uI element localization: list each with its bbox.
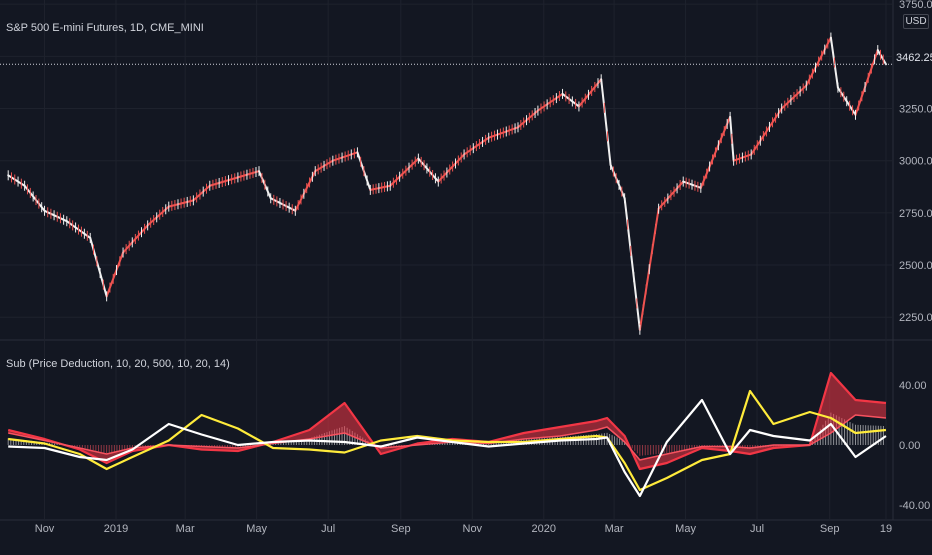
indicator-tick-label: -40.00 [899,500,930,512]
price-line-segment [208,176,239,187]
x-tick-label: Nov [463,523,483,535]
price-line-segment [623,197,641,331]
price-line-segment [389,157,420,187]
price-line-segment [146,205,170,227]
white-line [8,398,887,498]
price-tick-label: 2250.00 [899,312,932,324]
indicator-tick-label: 40.00 [899,380,927,392]
yellow-line [8,389,887,492]
x-tick-label: Nov [35,523,55,535]
price-line-segment [89,236,108,298]
x-tick-label: 2019 [104,523,128,535]
x-tick-label: 19 [880,523,892,535]
currency-label[interactable]: USD [903,14,929,29]
price-line-segment [43,209,68,223]
x-tick-label: Jul [750,523,764,535]
price-tick-label: 2750.00 [899,208,932,220]
price-line-segment [192,184,211,202]
x-tick-label: Sep [391,523,411,535]
price-tick-label: 3750.00 [899,0,932,11]
x-tick-label: Mar [605,523,624,535]
price-line-segment [854,49,879,116]
price-line-segment [876,49,887,66]
x-tick-label: May [675,523,696,535]
price-line-segment [105,251,125,298]
x-tick-label: Sep [820,523,840,535]
last-price-label: 3462.25 [896,50,932,66]
main-price-pane [0,32,893,335]
price-tick-label: 2500.00 [899,260,932,272]
price-line-segment [561,92,580,108]
axis-layer: Nov 2019 Mar May Jul Sep Nov 2020 Mar May Jul Sep 19… [35,0,932,535]
x-tick-label: 2020 [532,523,556,535]
price-line-segment [600,78,612,166]
x-tick-label: Mar [176,523,195,535]
price-line-segment [609,163,626,200]
sub-indicator-pane [7,371,887,498]
price-line-segment [7,174,26,187]
x-tick-label: May [246,523,267,535]
price-tick-label: 3000.00 [899,156,932,168]
price-line-segment [437,153,466,183]
indicator-tick-label: 0.00 [899,440,920,452]
grid-layer [0,0,932,521]
sub-indicator-title: Sub (Price Deduction, 10, 20, 500, 10, 2… [6,358,230,370]
price-line-segment [577,78,603,108]
main-chart-title: S&P 500 E-mini Futures, 1D, CME_MINI [6,22,204,34]
price-line-segment [236,170,260,179]
price-tick-label: 3250.00 [899,104,932,116]
x-tick-label: Jul [321,523,335,535]
